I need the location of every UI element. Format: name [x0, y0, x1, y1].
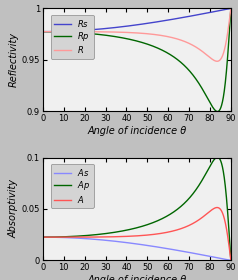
X-axis label: Angle of incidence θ: Angle of incidence θ — [87, 126, 187, 136]
Y-axis label: Reflectivity: Reflectivity — [9, 32, 19, 87]
Legend: $\it{As}$, $\it{Ap}$, $\it{A}$: $\it{As}$, $\it{Ap}$, $\it{A}$ — [51, 164, 94, 208]
Legend: $\it{Rs}$, $\it{Rp}$, $\it{R}$: $\it{Rs}$, $\it{Rp}$, $\it{R}$ — [51, 15, 94, 59]
X-axis label: Angle of incidence θ: Angle of incidence θ — [87, 275, 187, 280]
Y-axis label: Absorptivity: Absorptivity — [9, 179, 19, 239]
